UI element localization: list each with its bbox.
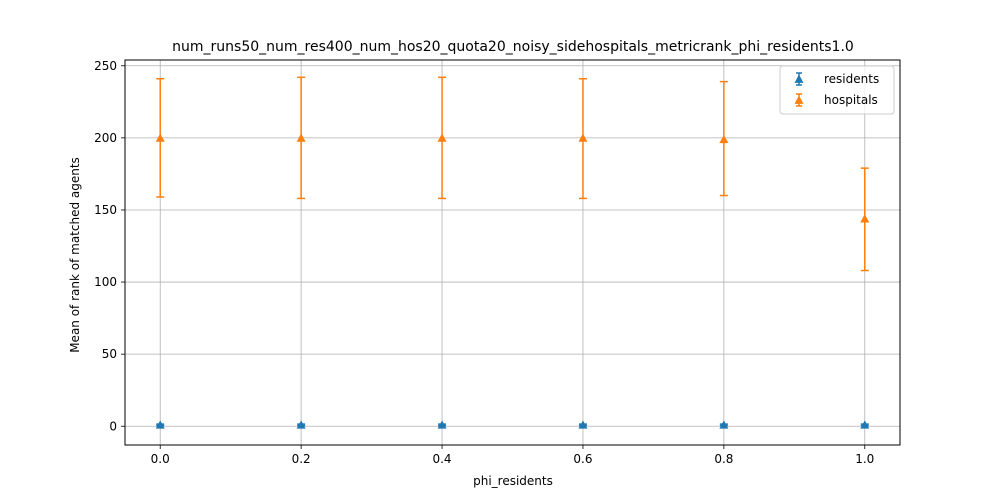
legend-label: residents bbox=[824, 72, 879, 86]
plot-series bbox=[155, 76, 870, 429]
series-residents bbox=[155, 420, 870, 429]
data-point bbox=[155, 420, 165, 429]
plot-frame bbox=[124, 59, 901, 446]
data-point bbox=[296, 420, 306, 429]
legend-label: hospitals bbox=[824, 93, 878, 107]
y-tick-label: 50 bbox=[102, 347, 117, 361]
data-point bbox=[719, 134, 729, 144]
x-tick-label: 0.0 bbox=[151, 452, 170, 466]
data-point bbox=[437, 420, 447, 429]
x-tick-label: 0.4 bbox=[432, 452, 451, 466]
data-point bbox=[719, 420, 729, 429]
y-axis-label: Mean of rank of matched agents bbox=[68, 157, 82, 353]
y-tick-label: 150 bbox=[94, 203, 117, 217]
chart-title: num_runs50_num_res400_num_hos20_quota20_… bbox=[172, 39, 854, 55]
legend-marker bbox=[794, 74, 804, 83]
data-point bbox=[578, 133, 588, 142]
y-tick-label: 100 bbox=[94, 275, 117, 289]
legend-marker bbox=[794, 95, 804, 104]
axes: 0.0 0.2 0.4 0.6 0.8 1.0 0 50 100 150 200 250 bbox=[94, 59, 874, 466]
x-tick-label: 1.0 bbox=[855, 452, 874, 466]
x-tick-label: 0.2 bbox=[292, 452, 311, 466]
legend-item-residents: residents bbox=[794, 72, 879, 86]
data-point bbox=[578, 420, 588, 429]
data-point bbox=[860, 420, 870, 429]
y-tick-label: 0 bbox=[109, 419, 117, 433]
x-tick-label: 0.6 bbox=[573, 452, 592, 466]
data-point bbox=[155, 133, 165, 142]
data-point bbox=[296, 133, 306, 142]
y-tick-label: 250 bbox=[94, 59, 117, 73]
legend: residents hospitals bbox=[779, 65, 895, 115]
x-tick-label: 0.8 bbox=[714, 452, 733, 466]
legend-item-hospitals: hospitals bbox=[794, 93, 878, 107]
series-hospitals bbox=[155, 76, 870, 272]
legend-box bbox=[779, 65, 895, 115]
data-point bbox=[437, 133, 447, 142]
data-point bbox=[860, 214, 870, 223]
x-axis-label: phi_residents bbox=[473, 474, 553, 488]
y-tick-label: 200 bbox=[94, 131, 117, 145]
